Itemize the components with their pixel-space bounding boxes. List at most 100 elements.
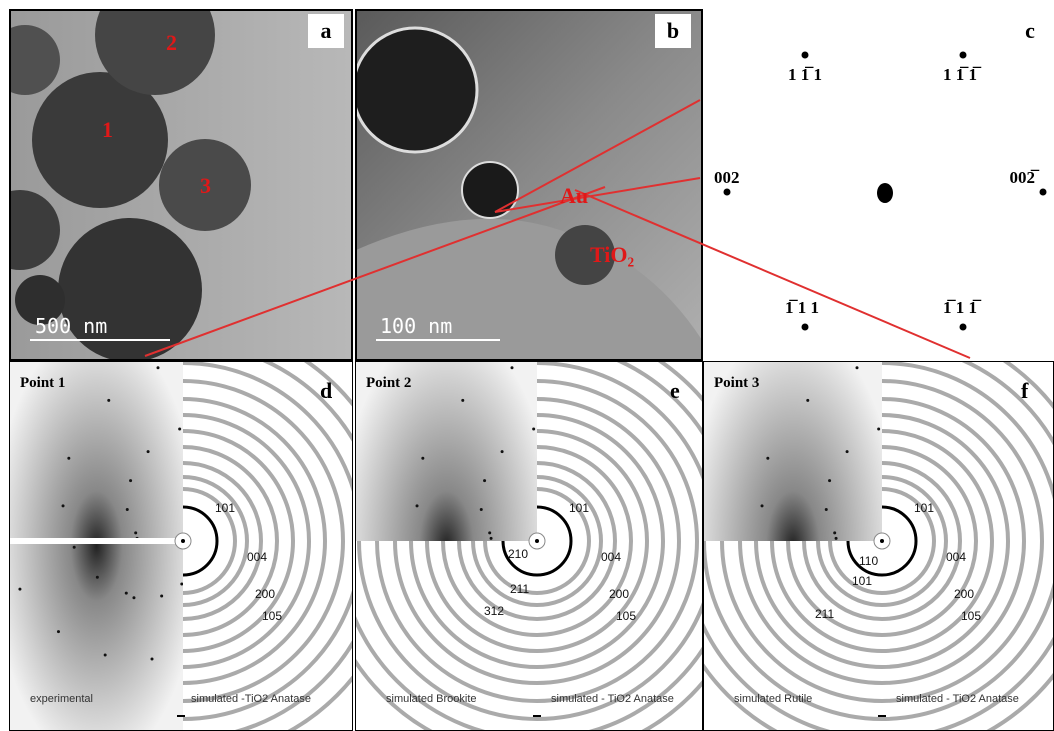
- diffraction-spot: [1040, 189, 1047, 196]
- speckle: [147, 450, 150, 453]
- speckle: [180, 582, 183, 585]
- ring-label: 101: [852, 574, 872, 588]
- speckle: [132, 596, 135, 599]
- scale-bar-label: 100 nm: [380, 314, 452, 338]
- speckle: [488, 531, 491, 534]
- diffraction-spot: [724, 189, 731, 196]
- ring-label: 101: [215, 501, 235, 515]
- speckle: [856, 366, 859, 369]
- particle-label: 1: [102, 117, 113, 142]
- speckle: [835, 537, 838, 540]
- speckle: [490, 537, 493, 540]
- speckle: [151, 657, 154, 660]
- beam-stop: [10, 538, 183, 544]
- speckle: [828, 479, 831, 482]
- miller-index: 1̅ 1 1: [785, 298, 819, 317]
- experimental-pattern: [10, 362, 183, 730]
- point-title: Point 1: [20, 375, 65, 391]
- speckle: [107, 399, 110, 402]
- diffraction-spot: [802, 324, 809, 331]
- diffraction-spot: [960, 52, 967, 59]
- panel-letter: a: [321, 18, 332, 43]
- panel-letter: b: [667, 18, 679, 43]
- central-spot: [877, 183, 893, 203]
- speckle: [846, 450, 849, 453]
- center-dot: [181, 539, 185, 543]
- scale-mark: [533, 715, 541, 717]
- speckle: [57, 630, 60, 633]
- ring-label: 210: [508, 547, 528, 561]
- point-title: Point 3: [714, 375, 759, 391]
- speckle: [62, 504, 65, 507]
- ring-label: 200: [609, 587, 629, 601]
- ring-label: 101: [569, 501, 589, 515]
- ring-label: 101: [914, 501, 934, 515]
- speckle: [416, 504, 419, 507]
- caption: simulated - TiO2 Anatase: [896, 693, 1019, 705]
- ring-label: 105: [961, 609, 981, 623]
- speckle: [178, 428, 181, 431]
- ring-label: 004: [601, 550, 621, 564]
- caption: experimental: [30, 693, 93, 705]
- particle-label: 2: [166, 30, 177, 55]
- miller-index: 002: [714, 168, 740, 187]
- ring-label: 004: [946, 550, 966, 564]
- point-title: Point 2: [366, 375, 411, 391]
- ring-label: 312: [484, 604, 504, 618]
- center-dot: [535, 539, 539, 543]
- speckle: [134, 531, 137, 534]
- speckle: [157, 366, 160, 369]
- ring-label: 110: [859, 554, 878, 568]
- scale-mark: [177, 715, 185, 717]
- ring-label: 211: [815, 607, 834, 621]
- center-dot: [880, 539, 884, 543]
- caption: simulated Rutile: [734, 693, 812, 705]
- particle-label: Au: [560, 183, 588, 208]
- speckle: [877, 428, 880, 431]
- panel-letter: d: [320, 378, 332, 403]
- speckle: [160, 594, 163, 597]
- speckle: [18, 588, 21, 591]
- caption: simulated -TiO2 Anatase: [191, 693, 311, 705]
- speckle: [480, 508, 483, 511]
- speckle: [483, 479, 486, 482]
- speckle: [825, 508, 828, 511]
- particle-label: TiO₂: [590, 242, 635, 267]
- speckle: [511, 366, 514, 369]
- ring-label: 211: [510, 582, 529, 596]
- panel-b-image: [353, 10, 702, 360]
- caption: simulated Brookite: [386, 693, 477, 705]
- speckle: [96, 576, 99, 579]
- speckle: [73, 546, 76, 549]
- speckle: [421, 457, 424, 460]
- ring-label: 004: [247, 550, 267, 564]
- speckle: [126, 508, 129, 511]
- speckle: [461, 399, 464, 402]
- panel-letter: c: [1025, 18, 1035, 43]
- diffraction-spot: [802, 52, 809, 59]
- speckle: [129, 479, 132, 482]
- miller-index: 1 1̅ 1̅: [943, 65, 982, 84]
- ring-label: 105: [616, 609, 636, 623]
- figure: a 1 2 3 500 nm b Au TiO₂ 100 nm c 1 1̅ 1 1 1̅ 1̅ 002…: [0, 0, 1054, 731]
- ring-label: 200: [954, 587, 974, 601]
- speckle: [67, 457, 70, 460]
- scale-mark: [878, 715, 886, 717]
- speckle: [761, 504, 764, 507]
- speckle: [806, 399, 809, 402]
- ring-label: 105: [262, 609, 282, 623]
- speckle: [766, 457, 769, 460]
- miller-index: 1 1̅ 1: [788, 65, 822, 84]
- speckle: [532, 428, 535, 431]
- panel-letter: e: [670, 378, 680, 403]
- particle-label: 3: [200, 173, 211, 198]
- speckle: [501, 450, 504, 453]
- caption: simulated - TiO2 Anatase: [551, 693, 674, 705]
- miller-index: 1̅ 1 1̅: [943, 298, 982, 317]
- panel-letter: f: [1021, 378, 1029, 403]
- scale-bar-label: 500 nm: [35, 314, 107, 338]
- speckle: [833, 531, 836, 534]
- ring-label: 200: [255, 587, 275, 601]
- speckle: [104, 653, 107, 656]
- speckle: [125, 592, 128, 595]
